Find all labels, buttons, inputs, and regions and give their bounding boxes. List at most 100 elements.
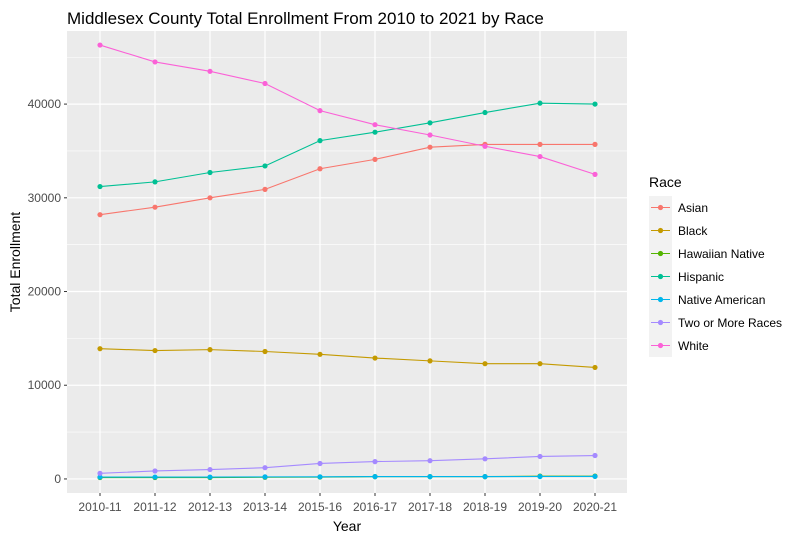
- data-point-hispanic: [592, 101, 598, 107]
- data-point-native-american: [152, 474, 158, 480]
- y-tick-label: 20000: [28, 285, 62, 299]
- data-point-hispanic: [427, 120, 433, 126]
- series-line-black: [99, 348, 596, 368]
- y-tick-label: 40000: [28, 97, 62, 111]
- data-point-black: [152, 347, 158, 354]
- data-point-asian: [317, 166, 323, 172]
- data-point-black: [537, 361, 543, 367]
- data-point-native-american: [592, 473, 598, 480]
- data-point-asian: [97, 212, 103, 218]
- x-tick-label: 2011-12: [133, 500, 176, 514]
- data-point-asian: [427, 144, 433, 150]
- data-point-asian: [152, 204, 158, 210]
- data-point-black: [372, 355, 378, 361]
- data-point-two-or-more-races: [427, 458, 433, 464]
- y-axis: 0 10000 20000 30000 40000: [28, 97, 67, 486]
- data-point-hispanic: [317, 138, 323, 144]
- data-point-white: [537, 153, 543, 160]
- x-tick-label: 2017-18: [408, 500, 452, 514]
- series-line-two-or-more-races: [99, 454, 596, 474]
- data-point-asian: [592, 141, 598, 147]
- legend-label-hispanic: Hispanic: [678, 270, 724, 284]
- series-line-native-american: [100, 475, 596, 478]
- series-line-hispanic: [99, 102, 596, 188]
- data-point-hispanic: [152, 179, 158, 185]
- legend-key-point-black: [657, 227, 664, 234]
- data-point-asian: [262, 186, 268, 192]
- legend-label-native-american: Native American: [678, 293, 765, 307]
- data-point-native-american: [97, 474, 103, 480]
- legend-label-two-or-more-races: Two or More Races: [678, 316, 782, 330]
- data-point-native-american: [262, 474, 268, 480]
- legend-key-point-native-american: [657, 296, 664, 303]
- data-point-two-or-more-races: [152, 468, 158, 474]
- data-point-native-american: [207, 474, 213, 480]
- series-line-white: [99, 44, 596, 175]
- x-tick-label: 2016-17: [353, 500, 397, 514]
- data-point-two-or-more-races: [97, 470, 103, 476]
- data-point-hispanic: [537, 100, 543, 106]
- data-point-black: [482, 361, 488, 367]
- data-point-asian: [537, 141, 543, 147]
- data-point-native-american: [317, 474, 323, 480]
- data-point-white: [427, 132, 433, 138]
- plot-panel: [67, 31, 627, 493]
- data-point-white: [592, 171, 598, 177]
- data-point-native-american: [482, 474, 488, 480]
- legend-key-point-asian: [657, 204, 664, 211]
- legend-key-point-hispanic: [657, 273, 664, 280]
- legend-label-black: Black: [678, 224, 708, 238]
- data-point-black: [262, 348, 268, 355]
- data-point-black: [592, 364, 598, 371]
- data-point-native-american: [427, 474, 433, 480]
- x-tick-label: 2018-19: [463, 500, 507, 514]
- data-point-two-or-more-races: [372, 459, 378, 465]
- data-point-black: [427, 358, 433, 364]
- legend-title: Race: [649, 174, 682, 190]
- data-point-native-american: [372, 474, 378, 480]
- data-point-white: [207, 68, 213, 74]
- legend-label-hawaiian-native: Hawaiian Native: [678, 247, 765, 261]
- legend-label-asian: Asian: [678, 201, 708, 215]
- x-axis: 2010-11 2011-12 2012-13 2013-14 2015-16 2016-…: [78, 493, 617, 514]
- data-point-hispanic: [262, 163, 268, 169]
- data-point-black: [317, 351, 323, 357]
- data-point-two-or-more-races: [207, 466, 213, 473]
- legend-key-point-white: [657, 342, 664, 349]
- x-tick-label: 2019-20: [518, 500, 562, 514]
- data-point-two-or-more-races: [592, 452, 598, 459]
- data-point-white: [152, 59, 158, 65]
- x-tick-label: 2015-16: [298, 500, 342, 514]
- chart-title: Middlesex County Total Enrollment From 2…: [67, 9, 544, 28]
- grid-minor: [67, 56, 627, 433]
- data-point-native-american: [537, 473, 543, 480]
- data-point-asian: [372, 156, 378, 162]
- data-point-two-or-more-races: [482, 456, 488, 462]
- data-point-white: [317, 108, 323, 114]
- data-point-white: [372, 122, 378, 128]
- series-layer: [97, 42, 598, 481]
- series-line-asian: [99, 143, 595, 216]
- data-point-two-or-more-races: [317, 460, 323, 467]
- data-point-hispanic: [97, 183, 103, 190]
- data-point-white: [262, 80, 268, 87]
- data-point-white: [482, 143, 488, 149]
- x-tick-label: 2020-21: [573, 500, 617, 514]
- legend-key-point-hawaiian-native: [657, 250, 664, 257]
- data-point-black: [207, 347, 213, 353]
- data-point-hispanic: [482, 109, 488, 116]
- legend: Race Asian Black Hawaiian Native Hispanic Na…: [649, 174, 782, 357]
- data-point-two-or-more-races: [537, 453, 543, 460]
- legend-key-point-two-or-more-races: [657, 319, 664, 326]
- x-tick-label: 2010-11: [78, 500, 121, 514]
- data-point-black: [97, 346, 103, 352]
- x-axis-title: Year: [333, 518, 362, 534]
- data-point-hispanic: [207, 169, 213, 176]
- y-axis-title: Total Enrollment: [7, 212, 23, 312]
- data-point-two-or-more-races: [262, 465, 268, 471]
- data-point-asian: [207, 195, 213, 201]
- y-tick-label: 0: [54, 472, 61, 486]
- y-tick-label: 30000: [28, 191, 62, 205]
- legend-label-white: White: [678, 339, 709, 353]
